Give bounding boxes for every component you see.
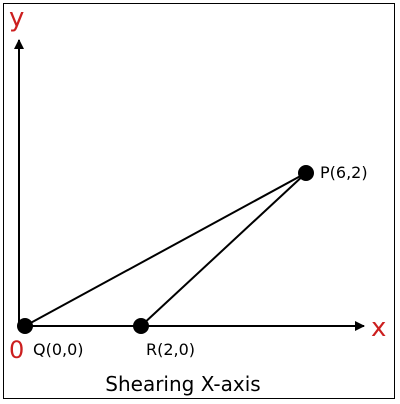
edge-r-p <box>140 172 307 327</box>
point-p <box>298 165 314 181</box>
origin-label: 0 <box>9 336 24 364</box>
diagram-caption: Shearing X-axis <box>105 372 260 396</box>
point-q <box>17 318 33 334</box>
diagram-frame <box>3 3 395 399</box>
point-p-label: P(6,2) <box>320 163 368 182</box>
point-r <box>133 318 149 334</box>
y-axis-label: y <box>9 3 24 33</box>
point-r-label: R(2,0) <box>146 340 195 359</box>
x-axis-label: x <box>371 313 386 343</box>
edge-q-p <box>24 172 307 327</box>
point-q-label: Q(0,0) <box>33 340 84 359</box>
